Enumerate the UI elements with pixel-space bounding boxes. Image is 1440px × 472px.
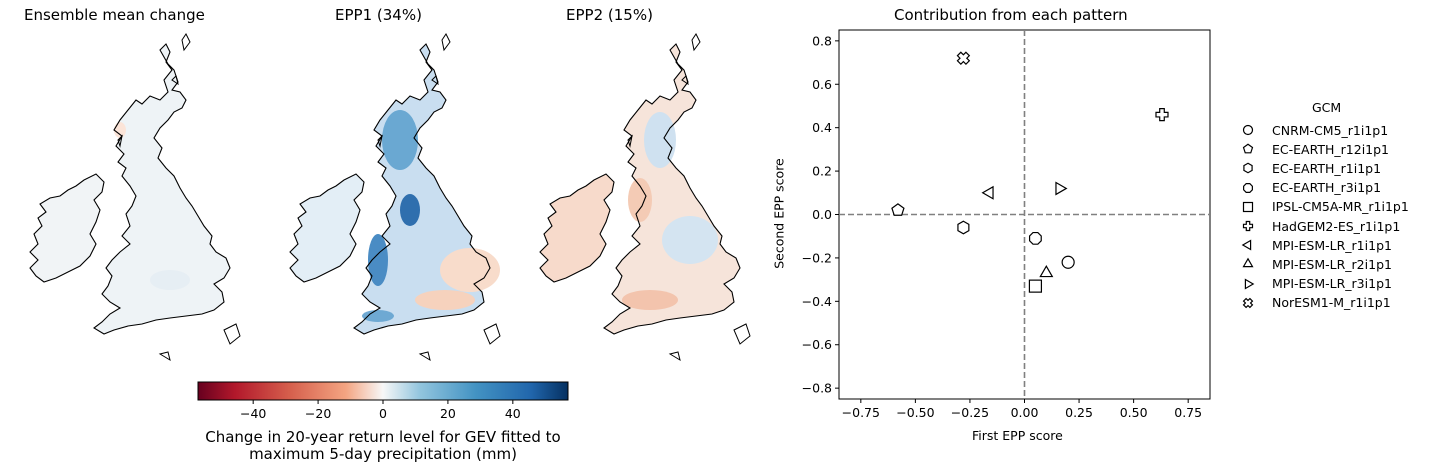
legend-entry: IPSL-CM5A-MR_r1i1p1 bbox=[1240, 198, 1409, 216]
legend-marker bbox=[1242, 258, 1254, 268]
legend-label: CNRM-CM5_r1i1p1 bbox=[1272, 122, 1389, 138]
y-tick-label: 0.2 bbox=[812, 164, 832, 179]
legend-label: MPI-ESM-LR_r1i1p1 bbox=[1272, 237, 1392, 253]
colorbar-label-line2: maximum 5-day precipitation (mm) bbox=[249, 445, 517, 463]
triangle-up-marker-icon bbox=[1242, 258, 1254, 268]
colorbar: −40 −20 0 20 40 bbox=[197, 381, 569, 421]
legend-marker bbox=[1242, 124, 1254, 136]
x-tick-label: 0.00 bbox=[1011, 405, 1039, 420]
legend-marker bbox=[1243, 162, 1253, 174]
legend-label: EC-EARTH_r1i1p1 bbox=[1272, 160, 1382, 176]
legend-entry: EC-EARTH_r12i1p1 bbox=[1240, 140, 1389, 158]
x-tick-label: 0.75 bbox=[1174, 405, 1202, 420]
legend-marker bbox=[1243, 182, 1253, 193]
map-title-epp2: EPP2 (15%) bbox=[566, 6, 653, 24]
triangle-right-marker-icon bbox=[1244, 278, 1255, 290]
point-MPI-ESM-LR_r3i1p1 bbox=[1055, 181, 1068, 196]
point-MPI-ESM-LR_r1i1p1 bbox=[981, 185, 994, 200]
point-EC-EARTH_r3i1p1 bbox=[1028, 231, 1042, 245]
legend-entry: MPI-ESM-LR_r3i1p1 bbox=[1240, 275, 1392, 293]
colorbar-tick-label: 20 bbox=[440, 406, 456, 421]
point-NorESM1-M_r1i1p1 bbox=[956, 51, 971, 66]
map-epp2 bbox=[539, 33, 751, 361]
square-marker-icon bbox=[1242, 201, 1254, 212]
y-axis-label: Second EPP score bbox=[771, 158, 787, 269]
legend-entry: HadGEM2-ES_r1i1p1 bbox=[1240, 217, 1400, 235]
legend-entry: EC-EARTH_r3i1p1 bbox=[1240, 179, 1381, 197]
y-tick-label: −0.2 bbox=[802, 250, 832, 265]
map-epp1 bbox=[289, 33, 501, 361]
point-HadGEM2-ES_r1i1p1 bbox=[1155, 108, 1169, 122]
scatter-title: Contribution from each pattern bbox=[894, 6, 1128, 24]
legend-marker bbox=[1244, 278, 1255, 290]
circle-marker-icon bbox=[1242, 124, 1254, 136]
legend-entry: CNRM-CM5_r1i1p1 bbox=[1240, 121, 1388, 139]
x-tick-label: 0.25 bbox=[1065, 405, 1093, 420]
colorbar-tick-label: 40 bbox=[505, 406, 521, 421]
x-filled-marker-icon bbox=[1242, 297, 1254, 309]
colorbar-label-line1: Change in 20-year return level for GEV f… bbox=[205, 428, 561, 446]
uk-maps bbox=[29, 33, 751, 361]
legend-marker bbox=[1242, 220, 1254, 232]
pentagon-marker-icon bbox=[1242, 143, 1254, 154]
y-tick-label: −0.4 bbox=[802, 294, 832, 309]
scatter-points bbox=[891, 51, 1169, 293]
octagon-marker-icon bbox=[1243, 182, 1253, 193]
map-title-ensemble-mean: Ensemble mean change bbox=[24, 6, 205, 24]
legend-marker bbox=[1241, 239, 1252, 251]
y-tick-label: −0.6 bbox=[802, 337, 832, 352]
triangle-left-marker-icon bbox=[1241, 239, 1252, 251]
legend-entry: MPI-ESM-LR_r2i1p1 bbox=[1240, 255, 1392, 273]
legend-label: HadGEM2-ES_r1i1p1 bbox=[1272, 218, 1401, 234]
colorbar-tick-label: 0 bbox=[379, 406, 387, 421]
legend-label: MPI-ESM-LR_r2i1p1 bbox=[1272, 256, 1392, 272]
legend-title: GCM bbox=[1312, 100, 1342, 115]
legend-label: NorESM1-M_r1i1p1 bbox=[1272, 295, 1391, 311]
legend-label: MPI-ESM-LR_r3i1p1 bbox=[1272, 276, 1392, 292]
y-axis-ticks: −0.8 −0.6 −0.4 −0.2 0.0 0.2 0.4 0.6 0.8 bbox=[802, 33, 839, 396]
legend-marker bbox=[1242, 143, 1254, 154]
point-IPSL-CM5A-MR_r1i1p1 bbox=[1028, 279, 1043, 293]
legend-entry: MPI-ESM-LR_r1i1p1 bbox=[1240, 236, 1392, 254]
point-EC-EARTH_r1i1p1 bbox=[957, 220, 970, 235]
legend-entry: NorESM1-M_r1i1p1 bbox=[1240, 294, 1391, 312]
legend-label: EC-EARTH_r3i1p1 bbox=[1272, 180, 1382, 196]
plus-marker-icon bbox=[1242, 220, 1254, 232]
x-axis-label: First EPP score bbox=[972, 428, 1063, 443]
colorbar-tick-label: −20 bbox=[305, 406, 331, 421]
map-ensemble-mean bbox=[29, 33, 241, 361]
point-CNRM-CM5_r1i1p1 bbox=[1061, 255, 1075, 269]
colorbar-ticks: −40 −20 0 20 40 bbox=[240, 400, 521, 421]
y-tick-label: 0.6 bbox=[812, 77, 832, 92]
x-tick-label: −0.50 bbox=[896, 405, 934, 420]
legend-marker bbox=[1242, 201, 1254, 212]
colorbar-tick-label: −40 bbox=[240, 406, 266, 421]
point-EC-EARTH_r12i1p1 bbox=[891, 203, 905, 216]
x-axis-ticks: −0.75 −0.50 −0.25 0.00 0.25 0.50 0.75 bbox=[842, 399, 1202, 420]
y-tick-label: 0.0 bbox=[812, 207, 832, 222]
legend-label: EC-EARTH_r12i1p1 bbox=[1272, 141, 1390, 157]
map-title-epp1: EPP1 (34%) bbox=[335, 6, 422, 24]
legend-label: IPSL-CM5A-MR_r1i1p1 bbox=[1272, 199, 1409, 215]
legend-marker bbox=[1242, 297, 1254, 309]
x-tick-label: −0.25 bbox=[951, 405, 989, 420]
x-tick-label: 0.50 bbox=[1120, 405, 1148, 420]
y-tick-label: 0.4 bbox=[812, 120, 832, 135]
y-tick-label: 0.8 bbox=[812, 33, 832, 48]
point-MPI-ESM-LR_r2i1p1 bbox=[1039, 265, 1054, 278]
hexagon-marker-icon bbox=[1243, 162, 1253, 174]
legend-entry: EC-EARTH_r1i1p1 bbox=[1240, 159, 1381, 177]
y-tick-label: −0.8 bbox=[802, 381, 832, 396]
x-tick-label: −0.75 bbox=[842, 405, 880, 420]
